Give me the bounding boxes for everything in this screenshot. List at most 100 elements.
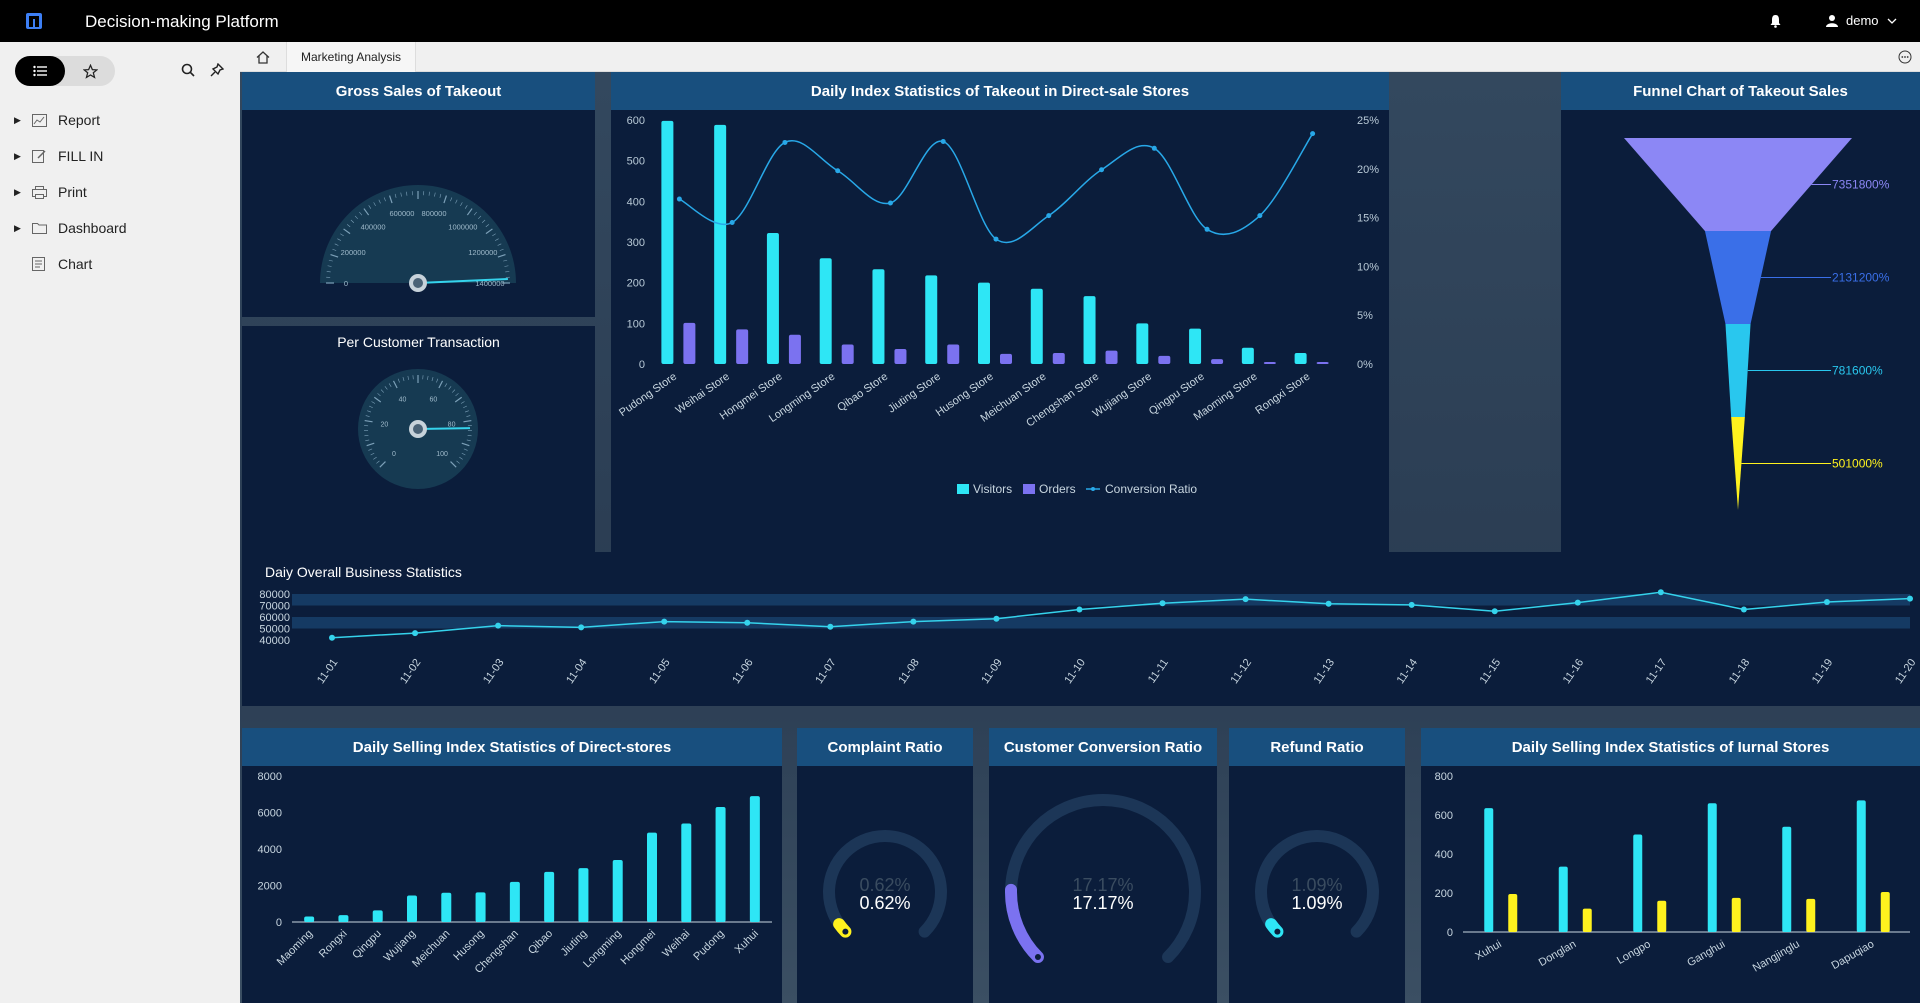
x-tick-label: Xuhui bbox=[733, 928, 761, 956]
y-tick-label: 60000 bbox=[259, 612, 290, 624]
bar-visitors bbox=[1294, 353, 1307, 364]
business-point bbox=[1823, 599, 1830, 606]
bar bbox=[715, 807, 726, 922]
gauge-tick bbox=[373, 202, 376, 207]
bar bbox=[1508, 893, 1518, 932]
business-point bbox=[1408, 601, 1415, 608]
gauge-tick bbox=[466, 415, 471, 417]
bar bbox=[372, 910, 383, 922]
bar bbox=[1782, 826, 1792, 932]
more-icon[interactable] bbox=[1898, 50, 1912, 64]
gauge-tick bbox=[377, 393, 381, 397]
gauge-tick bbox=[388, 383, 392, 387]
panel-header: Gross Sales of Takeout bbox=[242, 72, 595, 110]
user-menu[interactable]: demo bbox=[1826, 13, 1897, 28]
x-tick-label: Qingpu bbox=[350, 928, 384, 962]
y-tick-label: 0 bbox=[1447, 927, 1453, 939]
x-tick-label: Donglan bbox=[1537, 938, 1578, 969]
bar-orders bbox=[841, 344, 854, 364]
iurnal-stores-panel: Daily Selling Index Statistics of Iurnal… bbox=[1421, 728, 1920, 1003]
sidebar: ▶ Report ▶ FILL IN ▶ Print ▶ Dashboard C… bbox=[0, 42, 240, 1003]
business-point bbox=[661, 618, 668, 625]
gauge-tick bbox=[503, 259, 508, 262]
home-icon bbox=[256, 50, 270, 64]
bell-icon[interactable] bbox=[1769, 14, 1782, 28]
gauge-tick bbox=[328, 259, 333, 262]
gauge-tick bbox=[334, 243, 339, 246]
gauge-tick bbox=[459, 456, 463, 460]
bar-orders bbox=[683, 322, 696, 364]
sidebar-item-print[interactable]: ▶ Print bbox=[14, 180, 87, 204]
print-icon bbox=[32, 184, 48, 200]
sidebar-item-dashboard[interactable]: ▶ Dashboard bbox=[14, 216, 127, 240]
y2-tick-label: 10% bbox=[1357, 261, 1379, 273]
x-tick-label: Wujiang Store bbox=[1091, 371, 1154, 420]
daily-index-chart: 600 500 400 300 200 100 0 25% 20% 15% 10% 5% 0% Pudon… bbox=[617, 115, 1379, 496]
gauge-tick bbox=[367, 410, 372, 413]
gauge-progress-dot bbox=[1034, 954, 1041, 961]
gauge-tick bbox=[364, 434, 369, 437]
business-point bbox=[578, 624, 585, 631]
pin-icon[interactable] bbox=[210, 63, 224, 77]
sidebar-item-label: Chart bbox=[58, 256, 93, 272]
business-point bbox=[1657, 589, 1664, 596]
bar-visitors bbox=[661, 120, 674, 365]
gauge-tick bbox=[466, 439, 471, 442]
complaint-ratio-gauge: 0.62%0.62% bbox=[823, 830, 947, 938]
tab-marketing-analysis[interactable]: Marketing Analysis bbox=[286, 42, 417, 72]
x-tick-label: Nangjinglu bbox=[1751, 938, 1802, 974]
x-tick-label: Dapuqiao bbox=[1829, 938, 1876, 972]
x-tick-label: 11-03 bbox=[481, 657, 507, 686]
bar bbox=[681, 823, 692, 922]
bar bbox=[1806, 898, 1816, 932]
conversion-ratio-panel: Customer Conversion Ratio 17.17% 17.17% bbox=[989, 728, 1217, 1003]
conversion-ratio-point bbox=[1257, 213, 1263, 219]
gauge-needle bbox=[417, 277, 508, 284]
legend-swatch-orders bbox=[1023, 484, 1035, 494]
sidebar-item-report[interactable]: ▶ Report bbox=[14, 108, 100, 132]
favorites-view-button[interactable] bbox=[65, 56, 115, 86]
gauge-tick bbox=[365, 415, 370, 417]
bar-visitors bbox=[1136, 323, 1149, 364]
refund-ratio-panel: Refund Ratio 1.09% 1.09% bbox=[1229, 728, 1405, 1003]
caret-right-icon: ▶ bbox=[14, 114, 21, 125]
gauge-tick-label: 600000 bbox=[389, 209, 414, 218]
legend-swatch-ratio-dot bbox=[1091, 487, 1095, 491]
bar-orders bbox=[788, 334, 801, 364]
conversion-ratio-point bbox=[887, 200, 893, 206]
gauge-tick bbox=[444, 383, 448, 387]
gauge-tick bbox=[326, 271, 331, 273]
gauge-tick bbox=[378, 199, 381, 204]
gauge-tick-label: 0 bbox=[392, 451, 396, 458]
bar-visitors bbox=[766, 233, 779, 364]
y-tick-label: 800 bbox=[1435, 771, 1453, 783]
y-tick-label: 2000 bbox=[258, 881, 282, 893]
tab-bar: Marketing Analysis bbox=[240, 42, 1920, 72]
sidebar-item-chart[interactable]: Chart bbox=[14, 252, 92, 276]
bar bbox=[338, 915, 349, 922]
y-tick-label: 500 bbox=[627, 156, 645, 168]
bar bbox=[304, 916, 315, 922]
gauge-tick bbox=[434, 192, 436, 197]
sidebar-item-fill-in[interactable]: ▶ FILL IN bbox=[14, 144, 103, 168]
gauge-value-shadow: 17.17% bbox=[1072, 875, 1133, 895]
search-icon[interactable] bbox=[181, 63, 195, 77]
fine-logo-icon[interactable] bbox=[24, 11, 44, 31]
legend-label: Conversion Ratio bbox=[1105, 482, 1197, 496]
conversion-ratio-point bbox=[1151, 145, 1157, 151]
gauge-value: 0.62% bbox=[859, 893, 910, 913]
y-tick-label: 0 bbox=[639, 359, 645, 371]
gauge-tick bbox=[431, 377, 434, 382]
business-point bbox=[1907, 595, 1913, 602]
business-point bbox=[412, 630, 419, 637]
bar-orders bbox=[1316, 361, 1329, 364]
home-tab[interactable] bbox=[240, 42, 286, 72]
gauge-tick bbox=[499, 248, 504, 251]
directory-view-button[interactable] bbox=[15, 56, 65, 86]
panel-header: Daily Selling Index Statistics of Iurnal… bbox=[1421, 728, 1920, 766]
bar bbox=[578, 868, 589, 922]
gauge-tick-label: 60 bbox=[430, 397, 438, 404]
gauge-tick-label: 20 bbox=[381, 422, 389, 429]
x-tick-label: 11-10 bbox=[1062, 657, 1088, 686]
